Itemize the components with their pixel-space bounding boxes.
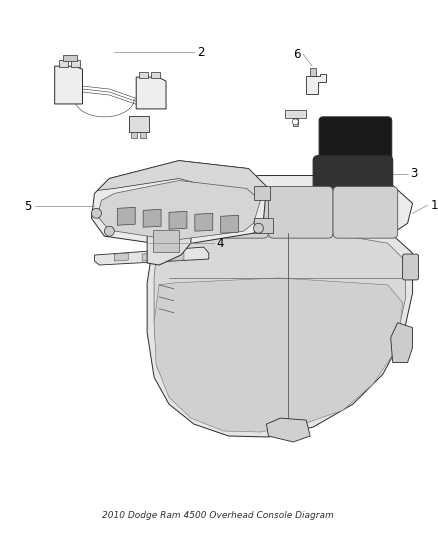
Polygon shape bbox=[293, 118, 298, 126]
Polygon shape bbox=[55, 66, 82, 104]
FancyBboxPatch shape bbox=[403, 254, 419, 280]
Polygon shape bbox=[114, 253, 128, 261]
Polygon shape bbox=[129, 116, 149, 132]
Circle shape bbox=[104, 226, 114, 236]
FancyBboxPatch shape bbox=[313, 156, 393, 201]
Polygon shape bbox=[285, 110, 306, 118]
Polygon shape bbox=[142, 253, 156, 261]
Circle shape bbox=[292, 119, 298, 125]
Polygon shape bbox=[59, 60, 67, 67]
Polygon shape bbox=[136, 77, 166, 109]
Text: 2: 2 bbox=[197, 46, 205, 59]
Polygon shape bbox=[266, 418, 310, 442]
Polygon shape bbox=[310, 68, 316, 76]
Polygon shape bbox=[151, 72, 160, 78]
Polygon shape bbox=[147, 211, 191, 265]
FancyBboxPatch shape bbox=[153, 230, 179, 252]
Polygon shape bbox=[154, 278, 403, 432]
Polygon shape bbox=[391, 322, 413, 362]
Text: 2010 Dodge Ram 4500 Overhead Console Diagram: 2010 Dodge Ram 4500 Overhead Console Dia… bbox=[102, 511, 334, 520]
Polygon shape bbox=[147, 225, 413, 437]
Polygon shape bbox=[71, 60, 80, 67]
Polygon shape bbox=[154, 233, 406, 430]
Polygon shape bbox=[195, 213, 213, 231]
Polygon shape bbox=[95, 247, 209, 265]
FancyBboxPatch shape bbox=[199, 187, 268, 238]
Polygon shape bbox=[254, 219, 273, 233]
Polygon shape bbox=[169, 211, 187, 229]
Polygon shape bbox=[179, 175, 413, 243]
Polygon shape bbox=[143, 209, 161, 227]
FancyBboxPatch shape bbox=[333, 187, 398, 238]
FancyBboxPatch shape bbox=[268, 187, 333, 238]
Polygon shape bbox=[97, 160, 266, 198]
Text: 6: 6 bbox=[293, 48, 300, 61]
Polygon shape bbox=[170, 253, 184, 261]
Polygon shape bbox=[306, 74, 326, 94]
Polygon shape bbox=[92, 160, 266, 246]
Circle shape bbox=[92, 208, 102, 219]
Polygon shape bbox=[63, 55, 77, 61]
Circle shape bbox=[254, 223, 263, 233]
Polygon shape bbox=[221, 215, 239, 233]
Text: 3: 3 bbox=[410, 167, 418, 180]
Polygon shape bbox=[97, 181, 261, 240]
Text: 5: 5 bbox=[25, 200, 32, 213]
Text: 1: 1 bbox=[431, 199, 438, 212]
Text: 4: 4 bbox=[217, 237, 224, 249]
Polygon shape bbox=[117, 207, 135, 225]
Polygon shape bbox=[131, 132, 137, 138]
Polygon shape bbox=[140, 132, 146, 138]
FancyBboxPatch shape bbox=[319, 117, 392, 160]
Polygon shape bbox=[139, 72, 148, 78]
Polygon shape bbox=[254, 187, 270, 200]
